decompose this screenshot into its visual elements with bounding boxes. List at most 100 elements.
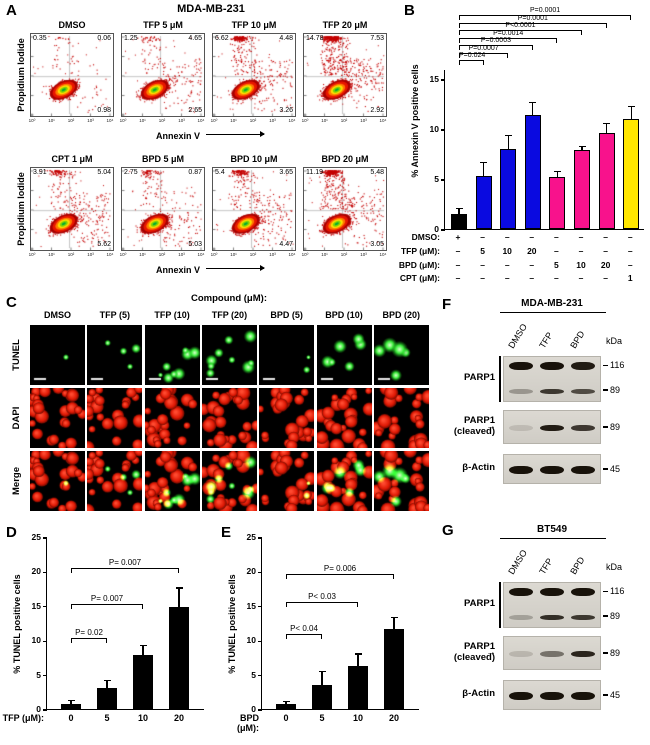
blot-image — [503, 454, 601, 484]
treatment-value: 20 — [600, 259, 611, 270]
significance-bracket — [459, 45, 533, 50]
x-tick-label: 20 — [388, 713, 399, 723]
dapi-image — [316, 388, 372, 448]
x-tick-label: 0 — [68, 713, 74, 723]
treatment-value: – — [554, 273, 559, 284]
quadrant-value-upper-right: 0.06 — [97, 35, 111, 42]
annexin-bar-chart: 0 5 10 15 P=0.024 P=0.0007 P=0.0003 P=0.0014 P<0… — [430, 7, 650, 234]
flow-axis-tick-label: 10¹ — [48, 252, 55, 257]
protein-band — [571, 588, 595, 597]
error-bar-cap — [67, 699, 75, 701]
cleaved-arrow-icon: → — [486, 647, 496, 658]
annexin-axis-row: Annexin V — [30, 126, 390, 144]
flow-axis-tick-label: 10⁰ — [28, 252, 36, 257]
y-tick-mark — [43, 537, 47, 539]
blot-label: PARP1 — [464, 415, 495, 426]
x-tick-label: 0 — [283, 713, 289, 723]
error-bar-cap — [455, 207, 463, 209]
flow-axis-tick-label: 10⁴ — [106, 118, 114, 123]
p-value-label: P=0.024 — [459, 52, 486, 59]
marker-dash — [603, 426, 608, 428]
protein-band — [571, 425, 595, 431]
panel-e-label: E — [221, 524, 232, 541]
dapi-image — [373, 388, 429, 448]
flow-scatter-canvas — [304, 34, 386, 116]
protein-band — [509, 466, 533, 474]
treatment-value: – — [480, 273, 485, 284]
flow-axis-tick-label: 10² — [249, 118, 257, 123]
flow-plot-title: DMSO — [58, 20, 86, 30]
y-tick-mark — [43, 640, 47, 642]
flow-axis-tick-label: 10³ — [87, 118, 94, 123]
treatment-value: 5 — [554, 259, 559, 270]
bar — [312, 684, 332, 709]
x-axis-arrow — [206, 264, 265, 272]
lane-label: DMSO — [506, 547, 530, 577]
p-value-label: P=0.0014 — [493, 29, 524, 37]
merge-image — [316, 451, 372, 511]
lane-label: BPD — [568, 329, 587, 351]
bar — [61, 703, 81, 709]
tunel-bpd-bar-chart: 0 5 10 15 20 25 P< 0.04 P< 0.03 P= 0.006 0 5 10 20 — [247, 532, 421, 723]
treatment-value: – — [504, 259, 510, 270]
quadrant-value-upper-left: 14.78 — [306, 35, 324, 42]
flow-axis-tick-label: 10¹ — [230, 252, 237, 257]
blot-label-line2: (cleaved) — [453, 652, 495, 663]
significance-bracket — [286, 634, 322, 639]
blot-label: PARP1 — [464, 598, 495, 609]
y-tick-label: 10 — [246, 635, 256, 646]
y-tick-mark — [258, 571, 262, 573]
marker-kda-value: 89 — [610, 611, 621, 622]
error-bar-line — [321, 671, 323, 685]
flow-scatter-canvas — [31, 34, 113, 116]
chart-axes: 0 5 10 15 20 25 P< 0.04 P< 0.03 P= 0.006 0 5 10 20 — [247, 532, 419, 723]
error-bar-line — [106, 680, 108, 689]
y-tick-mark — [43, 571, 47, 573]
micro-row-label: DAPI — [11, 406, 22, 430]
annexin-v-axis-label: Annexin V — [155, 131, 200, 141]
blot-bracket-line — [499, 356, 501, 402]
y-tick-mark — [43, 606, 47, 608]
merge-image — [259, 451, 315, 511]
p-value-label: P= 0.006 — [323, 564, 357, 573]
micro-column-label: DMSO — [44, 310, 71, 320]
error-bar-line — [556, 172, 558, 177]
panel-a-label: A — [6, 2, 17, 19]
quadrant-value-lower-right: 3.26 — [279, 106, 293, 114]
kda-header: kDa — [606, 562, 623, 572]
protein-band — [540, 388, 564, 394]
flow-axis-tick-label: 10³ — [87, 252, 94, 257]
flow-plot-title: BPD 5 μM — [141, 154, 184, 164]
flow-plot: 0.35 0.06 0.98 — [30, 33, 114, 117]
treatment-value: – — [578, 245, 584, 256]
y-tick-mark — [43, 675, 47, 677]
protein-band — [571, 651, 595, 657]
flow-axis-tick-label: 10⁴ — [197, 118, 205, 123]
quadrant-value-upper-left: 3.91 — [33, 169, 47, 176]
treatment-matrix: DMSO: + – – – – – – – TFP (μM): – 5 10 20 – – – – BPD (μM)… — [386, 232, 650, 291]
quadrant-value-lower-right: 2.65 — [188, 106, 202, 114]
treatment-value: 1 — [627, 273, 633, 284]
dapi-image — [259, 388, 315, 448]
dapi-image — [30, 388, 85, 448]
marker-kda-value: 89 — [610, 422, 621, 432]
lane-label: DMSO — [506, 321, 530, 351]
treatment-value: – — [554, 232, 559, 242]
flow-scatter-canvas — [122, 34, 204, 116]
protein-band — [509, 362, 533, 371]
blot-title: MDA-MB-231 — [521, 298, 583, 309]
tunel-image — [259, 325, 315, 385]
y-tick-label: 25 — [31, 532, 41, 542]
p-value-label: P= 0.007 — [108, 558, 142, 567]
quadrant-value-upper-left: 6.62 — [215, 35, 229, 42]
x-tick-label: 20 — [173, 713, 184, 723]
flow-axis-tick-label: 10³ — [269, 118, 276, 123]
chart-axes: 0 5 10 15 20 25 P= 0.02 P= 0.007 P= 0.007 0 5 10 20 — [32, 532, 204, 723]
western-blot-bt549: BT549 DMSO TFP BPD kDa PARP1 116 89 PARP1 (cleave… — [440, 522, 650, 732]
annexin-v-axis-label: Annexin V — [155, 265, 200, 275]
error-bar-cap — [354, 653, 362, 655]
lane-label: TFP — [537, 556, 555, 577]
tunel-image — [144, 325, 200, 385]
significance-bracket — [286, 574, 394, 579]
panel-e-x-axis-label: BPD (μM): — [237, 713, 259, 734]
